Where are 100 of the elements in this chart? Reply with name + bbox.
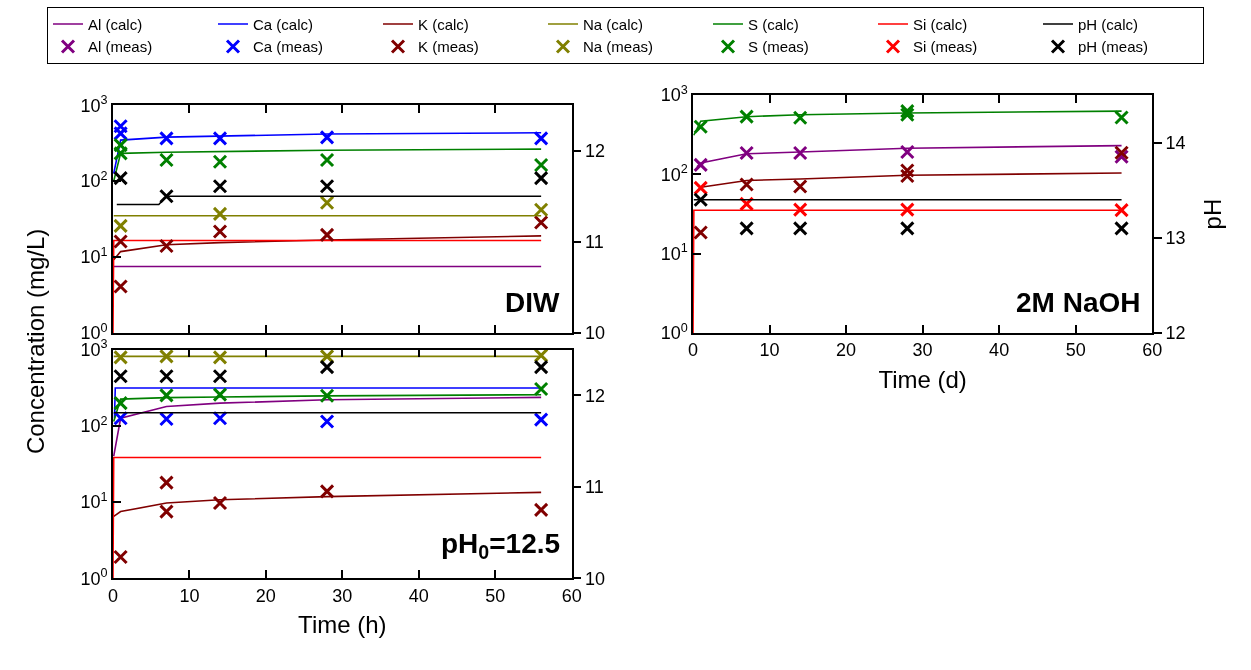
y-tick-label: 10$^{1}$ — [660, 241, 688, 265]
legend-label: Al (meas) — [88, 38, 153, 56]
point — [212, 495, 228, 511]
y2-tick-label: 11 — [585, 232, 604, 253]
point — [158, 238, 174, 254]
point — [319, 388, 335, 404]
x-tick-label: 40 — [408, 585, 429, 606]
point — [212, 206, 228, 222]
y-tick-label: 10$^{3}$ — [660, 82, 688, 106]
point — [158, 348, 174, 364]
legend-label: Ca (calc) — [253, 15, 314, 33]
legend-label: Si (meas) — [913, 38, 978, 56]
y-tick-label: 10$^{1}$ — [80, 244, 108, 268]
point — [319, 227, 335, 243]
x-axis-title: Time (h) — [298, 611, 387, 639]
y2-tick-label: 10 — [585, 568, 606, 589]
y2-tick-label: 12 — [585, 385, 606, 406]
x-tick-label: 0 — [107, 585, 118, 606]
point — [212, 387, 228, 403]
x-tick-label: 30 — [912, 340, 933, 361]
point — [533, 202, 549, 218]
line-series — [696, 144, 1123, 168]
x-tick-label: 30 — [332, 585, 353, 606]
point — [693, 225, 709, 241]
x-tick-label: 20 — [255, 585, 276, 606]
legend-label: S (calc) — [748, 15, 799, 33]
legend-label: Na (meas) — [583, 38, 654, 56]
point — [158, 130, 174, 146]
x-axis-title: Time (d) — [878, 366, 967, 394]
y-tick-label: 10$^{3}$ — [80, 92, 108, 116]
y2-tick-label: 12 — [585, 141, 606, 162]
point — [792, 145, 808, 161]
point — [1114, 109, 1130, 125]
x-tick-label: 60 — [561, 585, 582, 606]
x-tick-label: 50 — [1065, 340, 1086, 361]
annotation: DIW — [505, 287, 560, 318]
y-tick-label: 10$^{0}$ — [660, 320, 688, 344]
legend-label: Ca (meas) — [253, 38, 324, 56]
point — [739, 177, 755, 193]
point — [533, 130, 549, 146]
point — [899, 144, 915, 160]
point — [792, 178, 808, 194]
y-tick-label: 10$^{2}$ — [80, 413, 108, 437]
x-tick-label: 10 — [179, 585, 200, 606]
point — [533, 502, 549, 518]
point — [113, 125, 129, 141]
legend-label: Si (calc) — [913, 15, 968, 33]
point — [113, 137, 129, 153]
y-tick-label: 10$^{2}$ — [80, 168, 108, 192]
point — [319, 414, 335, 430]
y2-tick-label: 11 — [585, 477, 604, 498]
point — [113, 349, 129, 365]
x-tick-label: 10 — [759, 340, 780, 361]
point — [1114, 145, 1130, 161]
legend-label: pH (meas) — [1078, 38, 1149, 56]
y-tick-label: 10$^{0}$ — [80, 565, 108, 589]
point — [113, 549, 129, 565]
legend-label: Al (calc) — [88, 15, 143, 33]
legend-label: K (meas) — [418, 38, 479, 56]
annotation: 2M NaOH — [1016, 287, 1141, 318]
point — [319, 129, 335, 145]
point — [739, 109, 755, 125]
point — [319, 152, 335, 168]
y2-tick-label: 12 — [1165, 323, 1186, 344]
point — [899, 202, 915, 218]
x-tick-label: 0 — [688, 340, 699, 361]
legend-label: pH (calc) — [1078, 15, 1139, 33]
y-axis-title: Concentration (mg/L) — [21, 228, 49, 455]
point — [212, 154, 228, 170]
point — [533, 215, 549, 231]
point — [158, 475, 174, 491]
point — [113, 218, 129, 234]
point — [319, 483, 335, 499]
legend-label: S (meas) — [748, 38, 809, 56]
point — [113, 278, 129, 294]
annotation: pH$_{0}$=12.5 — [441, 528, 561, 563]
point — [899, 107, 915, 123]
legend-label: K (calc) — [418, 15, 469, 33]
y2-tick-label: 10 — [585, 323, 606, 344]
point — [533, 381, 549, 397]
point — [1114, 202, 1130, 218]
point — [899, 103, 915, 119]
y2-tick-label: 14 — [1165, 133, 1186, 154]
point — [693, 180, 709, 196]
point — [158, 387, 174, 403]
point — [212, 130, 228, 146]
legend-label: Na (calc) — [583, 15, 644, 33]
x-tick-label: 60 — [1142, 340, 1163, 361]
x-tick-label: 20 — [836, 340, 857, 361]
point — [212, 224, 228, 240]
point — [158, 152, 174, 168]
y2-tick-label: 13 — [1165, 228, 1186, 249]
y2-axis-title: pH — [1199, 198, 1227, 230]
point — [113, 234, 129, 250]
point — [158, 504, 174, 520]
point — [792, 110, 808, 126]
point — [113, 118, 129, 134]
point — [693, 157, 709, 173]
point — [113, 145, 129, 161]
point — [533, 157, 549, 173]
